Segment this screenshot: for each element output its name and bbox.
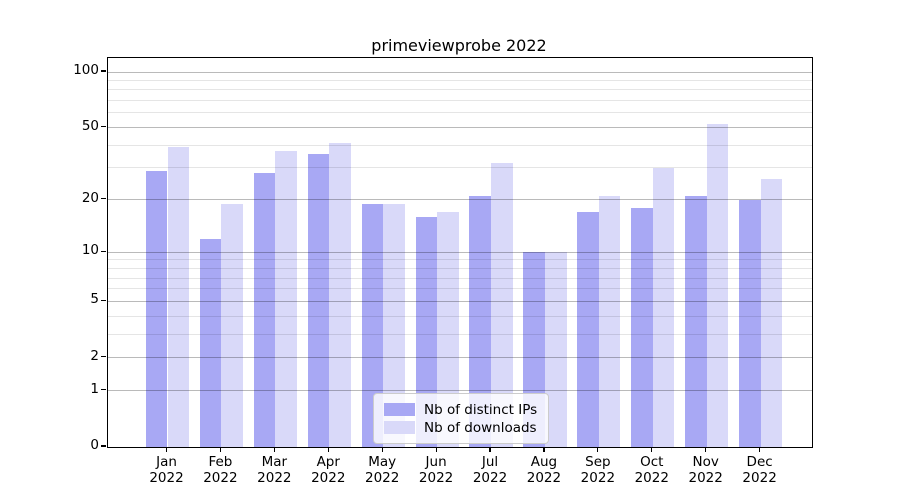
x-tick-mark xyxy=(705,447,707,452)
gridline-major xyxy=(108,199,812,201)
bar-downloads xyxy=(760,179,783,447)
plot-area xyxy=(107,57,813,448)
bar-distinct-ips xyxy=(361,203,384,447)
x-tick-mark xyxy=(273,447,275,452)
bar-downloads xyxy=(652,167,675,447)
y-tick-label: 20 xyxy=(81,189,99,206)
gridline-major xyxy=(108,127,812,129)
bar-downloads xyxy=(383,203,405,447)
gridline-minor xyxy=(108,100,812,102)
legend-label: Nb of downloads xyxy=(424,419,537,436)
x-tick-label: Apr 2022 xyxy=(311,454,346,486)
gridline-major xyxy=(108,300,812,302)
y-tick-mark xyxy=(101,198,106,200)
y-tick-label: 10 xyxy=(81,242,99,259)
bar-downloads xyxy=(167,147,190,447)
y-tick-mark xyxy=(101,299,106,301)
x-tick-mark xyxy=(543,447,545,452)
x-tick-mark xyxy=(165,447,168,452)
y-tick-label: 0 xyxy=(90,437,99,453)
gridline-minor xyxy=(108,333,812,335)
bar-distinct-ips xyxy=(253,173,276,447)
legend-item-distinct-ips: Nb of distinct IPs xyxy=(384,401,537,418)
bar-downloads xyxy=(491,162,513,447)
bar-downloads xyxy=(275,151,297,447)
x-tick-mark xyxy=(435,447,437,452)
y-tick-mark xyxy=(101,125,106,128)
x-tick-mark xyxy=(489,447,491,452)
y-tick-mark xyxy=(101,250,106,252)
bar-distinct-ips xyxy=(145,170,168,447)
bar-distinct-ips xyxy=(469,195,491,447)
y-tick-mark xyxy=(101,445,106,447)
gridline-major xyxy=(108,71,812,73)
x-tick-label: Sep 2022 xyxy=(580,454,616,486)
gridline-minor xyxy=(108,79,812,81)
bar-distinct-ips xyxy=(739,199,761,447)
x-tick-mark xyxy=(381,447,383,452)
legend-item-downloads: Nb of downloads xyxy=(384,419,537,436)
bar-downloads xyxy=(329,143,351,447)
gridline-major xyxy=(108,390,812,392)
y-tick-mark xyxy=(101,389,106,391)
gridline-minor xyxy=(108,112,812,114)
y-tick-label: 5 xyxy=(90,291,99,308)
gridline-minor xyxy=(108,144,812,146)
legend-swatch xyxy=(384,403,415,416)
x-tick-mark xyxy=(219,447,221,452)
y-tick-mark xyxy=(101,356,106,358)
x-tick-label: Dec 2022 xyxy=(742,454,777,486)
gridline-minor xyxy=(108,89,812,91)
bar-distinct-ips xyxy=(415,216,438,447)
legend: Nb of distinct IPs Nb of downloads xyxy=(373,393,550,444)
bar-distinct-ips xyxy=(631,207,653,447)
bar-distinct-ips xyxy=(307,153,330,447)
gridline-major xyxy=(108,251,812,253)
chart-title: primeviewprobe 2022 xyxy=(371,36,547,55)
y-tick-label: 50 xyxy=(81,117,99,134)
y-tick-label: 100 xyxy=(73,62,99,78)
x-tick-label: May 2022 xyxy=(364,454,400,486)
x-tick-label: Jun 2022 xyxy=(418,454,454,486)
bar-downloads xyxy=(598,195,621,447)
bar-downloads xyxy=(437,212,459,447)
bar-downloads xyxy=(544,252,567,447)
x-tick-label: Nov 2022 xyxy=(688,454,723,486)
x-tick-mark xyxy=(651,447,653,452)
x-tick-label: Oct 2022 xyxy=(634,454,669,486)
y-tick-label: 2 xyxy=(90,347,99,364)
x-tick-label: Mar 2022 xyxy=(257,454,292,486)
x-tick-label: Feb 2022 xyxy=(203,454,238,486)
bar-downloads xyxy=(706,124,729,447)
gridline-major xyxy=(108,357,812,359)
legend-label: Nb of distinct IPs xyxy=(424,401,538,418)
bar-distinct-ips xyxy=(199,238,222,447)
bar-distinct-ips xyxy=(577,212,599,447)
gridline-minor xyxy=(108,259,812,261)
x-tick-mark xyxy=(327,447,329,452)
gridline-minor xyxy=(108,288,812,290)
gridline-minor xyxy=(108,315,812,317)
y-tick-label: 1 xyxy=(90,380,99,397)
gridline-minor xyxy=(108,267,812,269)
x-tick-label: Jan 2022 xyxy=(149,454,184,486)
x-tick-label: Aug 2022 xyxy=(526,454,562,486)
gridline-minor xyxy=(108,167,812,169)
x-tick-label: Jul 2022 xyxy=(472,454,508,486)
y-tick-mark xyxy=(101,70,106,72)
gridline-minor xyxy=(108,277,812,279)
bar-distinct-ips xyxy=(685,195,707,447)
bar-downloads xyxy=(221,203,243,447)
x-tick-mark xyxy=(759,447,761,452)
x-tick-mark xyxy=(597,447,599,452)
legend-swatch xyxy=(384,421,415,434)
